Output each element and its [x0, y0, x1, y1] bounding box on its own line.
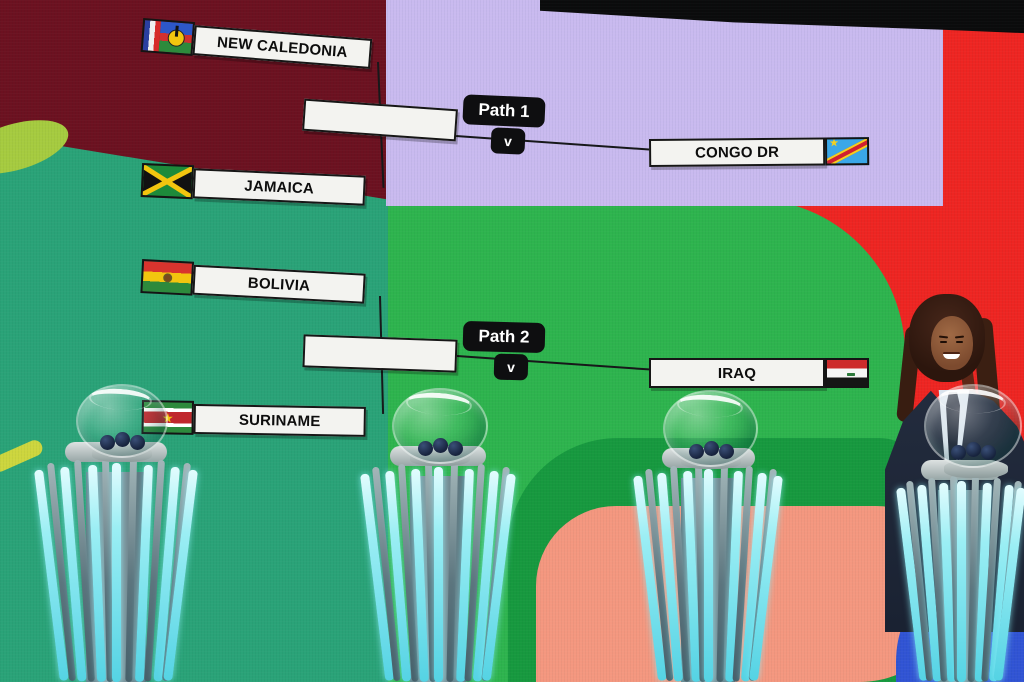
illuminated-pedestal [360, 446, 516, 682]
new-caledonia-field [158, 21, 193, 54]
path1-versus-badge: v [490, 127, 526, 155]
jamaica-flag [140, 163, 195, 200]
glass-draw-bowl [392, 388, 488, 464]
presenter-eyebrow [954, 335, 965, 339]
congo-dr-flag: ★ [824, 137, 870, 166]
team-box-congo-dr: CONGO DR ★ [649, 137, 870, 167]
presenter-eye [940, 341, 947, 343]
path1-badge: Path 1 [462, 94, 546, 128]
bowl-rim [676, 392, 744, 420]
team-box-suriname: ★ SURINAME [141, 400, 366, 441]
glass-draw-bowl [76, 384, 168, 458]
bowl-rim [937, 386, 1007, 416]
congo-dr-star: ★ [828, 137, 839, 150]
team-label: JAMAICA [192, 168, 366, 206]
glass-draw-bowl [663, 390, 758, 467]
team-label: CONGO DR [649, 137, 826, 167]
bowl-rim [88, 386, 154, 412]
bolivia-flag [140, 259, 195, 296]
presenter-eyebrow [938, 335, 949, 339]
illuminated-pedestal [34, 442, 198, 682]
bowl-rim [405, 390, 473, 417]
team-label: IRAQ [649, 358, 825, 388]
iraq-flag [825, 358, 869, 388]
illuminated-pedestal [633, 448, 783, 682]
team-box-iraq: IRAQ [649, 358, 869, 388]
team-label: SURINAME [193, 403, 366, 437]
glass-draw-bowl [924, 384, 1022, 468]
presenter-face [931, 316, 973, 370]
path2-winner-slot [302, 334, 458, 373]
path2-versus-badge: v [493, 353, 529, 381]
france-new-caledonia-flag [140, 18, 196, 56]
illuminated-pedestal [896, 460, 1024, 682]
presenter-eye [956, 341, 963, 343]
presenter-smile [943, 352, 960, 359]
bolivia-crest [162, 272, 172, 283]
path2-badge: Path 2 [462, 320, 546, 354]
